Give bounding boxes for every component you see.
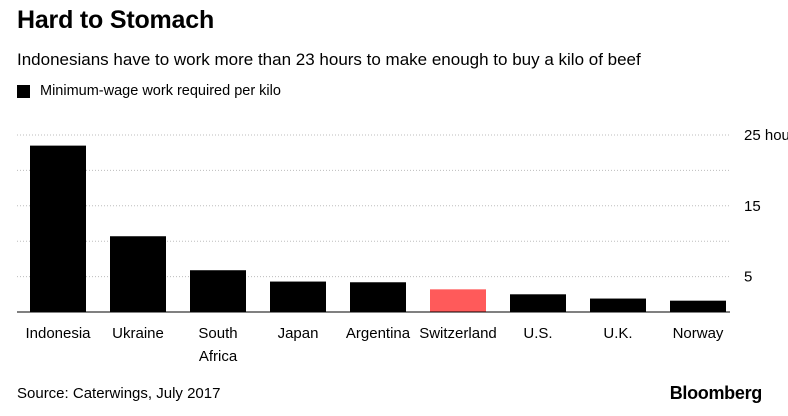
bar-u-s — [510, 294, 566, 312]
x-tick-labels: Indonesia Ukraine South Africa Japan Argentin… — [25, 325, 723, 365]
y-tick-labels: 5 15 25 hours — [744, 127, 788, 286]
brand-logo: Bloomberg — [669, 383, 763, 403]
chart-subtitle: Indonesians have to work more than 23 ho… — [17, 50, 641, 69]
bars — [30, 145, 726, 312]
x-tick-label: Argentina — [346, 325, 411, 342]
bar-indonesia — [30, 145, 86, 312]
chart-title: Hard to Stomach — [17, 6, 215, 34]
x-tick-label: Switzerland — [419, 325, 497, 342]
bar-japan — [270, 281, 326, 312]
bar-u-k — [590, 298, 646, 312]
x-tick-label: Ukraine — [112, 325, 164, 342]
bar-argentina — [350, 282, 406, 312]
bar-ukraine — [110, 236, 166, 312]
bar-south-africa — [190, 270, 246, 312]
x-tick-label: Indonesia — [25, 325, 91, 342]
x-tick-label: South Africa — [198, 325, 237, 365]
bar-norway — [670, 300, 726, 312]
y-tick-label: 5 — [744, 269, 752, 286]
legend: Minimum-wage work required per kilo — [17, 83, 281, 99]
y-tick-label: 15 — [744, 198, 761, 215]
x-tick-label: Japan — [278, 325, 319, 342]
x-tick-label: U.S. — [523, 325, 552, 342]
y-tick-label: 25 hours — [744, 127, 788, 144]
gridlines — [17, 134, 730, 278]
legend-label: Minimum-wage work required per kilo — [40, 83, 281, 99]
x-tick-label: U.K. — [603, 325, 632, 342]
source-note: Source: Caterwings, July 2017 — [17, 385, 221, 402]
bar-switzerland — [430, 289, 486, 312]
legend-swatch — [17, 84, 30, 98]
x-tick-label: Norway — [673, 325, 724, 342]
